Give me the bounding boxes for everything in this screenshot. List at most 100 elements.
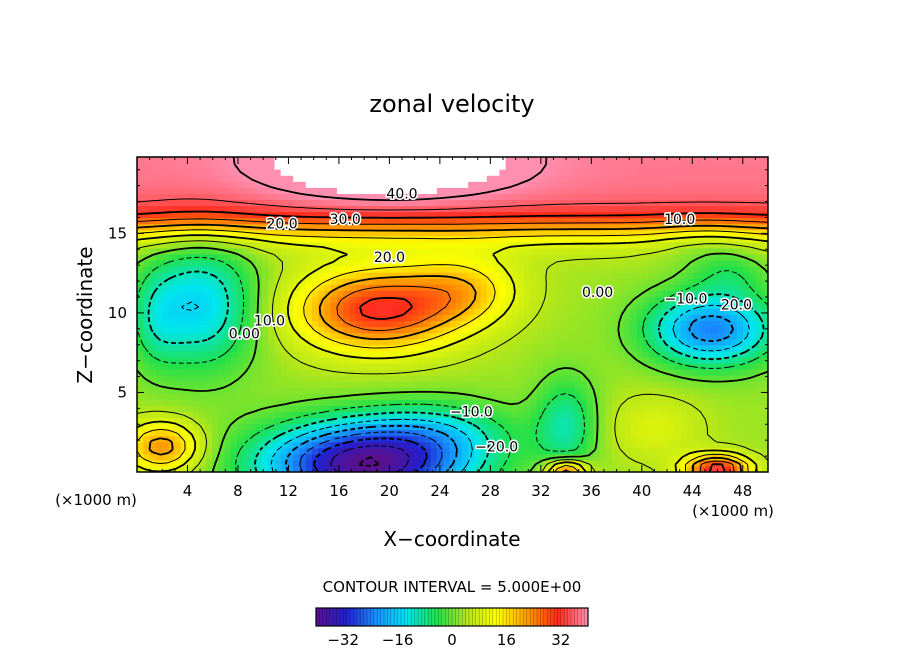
heatmap-cell [518, 435, 525, 443]
heatmap-cell [230, 344, 238, 352]
heatmap-cell [143, 459, 151, 467]
heatmap-cell [480, 411, 488, 419]
heatmap-cell [586, 350, 594, 358]
heatmap-cell [280, 284, 288, 291]
heatmap-cell [199, 235, 207, 243]
heatmap-cell [455, 375, 463, 382]
heatmap-cell [518, 199, 525, 207]
heatmap-cell [143, 387, 151, 394]
heatmap-cell [736, 411, 744, 419]
heatmap-cell [618, 247, 625, 255]
heatmap-cell [418, 199, 425, 207]
heatmap-cell [718, 381, 725, 388]
heatmap-cell [168, 369, 176, 376]
heatmap-cell [693, 259, 700, 267]
heatmap-cell [280, 393, 288, 400]
heatmap-cell [486, 211, 494, 219]
heatmap-cell [611, 459, 619, 467]
heatmap-cell [418, 332, 425, 340]
heatmap-cell [468, 223, 475, 231]
heatmap-cell [186, 369, 194, 376]
heatmap-cell [268, 350, 276, 358]
heatmap-cell [168, 332, 176, 340]
heatmap-cell [480, 320, 488, 328]
heatmap-cell [568, 247, 575, 255]
heatmap-cell [636, 320, 644, 328]
heatmap-cell [455, 308, 463, 316]
heatmap-cell [436, 229, 444, 237]
heatmap-cell [755, 253, 763, 261]
heatmap-cell [143, 272, 151, 279]
heatmap-cell [486, 229, 494, 237]
heatmap-cell [686, 247, 694, 255]
heatmap-cell [505, 314, 513, 322]
heatmap-cell [649, 320, 657, 328]
heatmap-cell [374, 193, 382, 201]
heatmap-cell [530, 362, 538, 370]
heatmap-cell [418, 399, 425, 406]
heatmap-cell [149, 344, 157, 352]
heatmap-cell [761, 235, 768, 243]
heatmap-cell [286, 235, 294, 243]
heatmap-cell [305, 199, 313, 207]
heatmap-cell [218, 193, 226, 201]
heatmap-cell [355, 193, 363, 201]
heatmap-cell [293, 223, 301, 231]
heatmap-cell [211, 290, 219, 297]
heatmap-cell [336, 411, 344, 419]
heatmap-cell [324, 369, 332, 376]
heatmap-cell [230, 423, 238, 431]
heatmap-cell [236, 381, 244, 388]
heatmap-cell [355, 423, 363, 431]
heatmap-cell [280, 296, 288, 303]
heatmap-cell [280, 266, 288, 273]
heatmap-cell [261, 229, 269, 237]
heatmap-cell [305, 387, 313, 394]
heatmap-cell [561, 314, 569, 322]
heatmap-cell [268, 259, 276, 267]
heatmap-cell [137, 211, 144, 219]
heatmap-cell [480, 453, 488, 461]
heatmap-cell [736, 326, 744, 334]
heatmap-cell [486, 350, 494, 358]
heatmap-cell [668, 284, 675, 291]
heatmap-cell [386, 223, 394, 231]
heatmap-cell [224, 187, 232, 194]
heatmap-cell [636, 399, 644, 406]
heatmap-cell [205, 272, 213, 279]
heatmap-cell [386, 217, 394, 225]
heatmap-cell [443, 369, 450, 376]
heatmap-cell [249, 308, 257, 316]
heatmap-cell [593, 199, 600, 207]
heatmap-cell [299, 266, 307, 273]
heatmap-cell [386, 199, 394, 207]
heatmap-cell [405, 199, 413, 207]
heatmap-cell [493, 241, 500, 249]
heatmap-cell [486, 405, 494, 413]
heatmap-cell [718, 272, 725, 279]
heatmap-cell [605, 399, 613, 406]
heatmap-cell [543, 296, 550, 303]
heatmap-cell [180, 350, 188, 358]
heatmap-cell [230, 199, 238, 207]
heatmap-cell [686, 447, 694, 455]
heatmap-cell [699, 193, 707, 201]
heatmap-cell [399, 362, 407, 370]
heatmap-cell [205, 399, 213, 406]
heatmap-cell [549, 205, 557, 213]
heatmap-cell [380, 308, 388, 316]
heatmap-cell [149, 338, 157, 346]
heatmap-cell [211, 350, 219, 358]
heatmap-cell [443, 399, 450, 406]
heatmap-cell [574, 326, 582, 334]
heatmap-cell [449, 447, 457, 455]
heatmap-cell [605, 369, 613, 376]
heatmap-cell [137, 417, 144, 425]
heatmap-cell [743, 302, 750, 310]
heatmap-cell [399, 199, 407, 207]
heatmap-cell [705, 405, 713, 413]
heatmap-cell [418, 290, 425, 297]
heatmap-cell [455, 266, 463, 273]
heatmap-cell [393, 387, 400, 394]
heatmap-cell [155, 320, 163, 328]
